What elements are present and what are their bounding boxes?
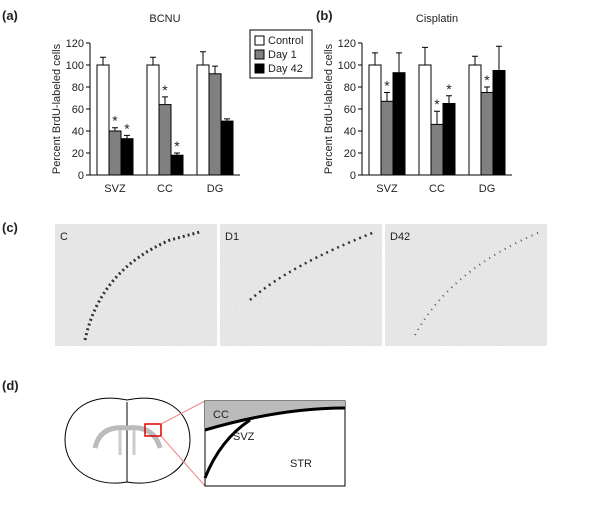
zoom-box	[144, 423, 162, 437]
x-tick-label: DG	[207, 183, 224, 195]
y-tick-label: 40	[344, 126, 356, 138]
bar	[480, 92, 494, 176]
corpus-callosum	[92, 425, 163, 449]
error-bar	[124, 134, 130, 139]
y-tick-label: 120	[66, 38, 84, 50]
cell-band	[249, 230, 376, 301]
y-axis-label: Percent BrdU-labeled cells	[323, 43, 335, 174]
zoom-line	[160, 435, 206, 487]
bar	[120, 138, 134, 176]
error-bar	[472, 55, 478, 65]
error-bar	[162, 96, 168, 105]
legend-swatch	[254, 49, 265, 60]
bar	[392, 72, 406, 176]
significance: *	[174, 138, 180, 154]
region-label: SVZ	[233, 431, 255, 443]
error-bar	[112, 127, 118, 131]
bar	[380, 100, 394, 176]
svz-line	[204, 406, 346, 432]
x-tick-label: SVZ	[376, 183, 398, 195]
texture	[55, 224, 217, 346]
significance: *	[112, 113, 118, 129]
error-bar	[396, 52, 402, 73]
error-bar	[100, 56, 106, 65]
error-bar	[372, 52, 378, 65]
chart-title: Cisplatin	[416, 13, 458, 25]
y-tick-label: 120	[338, 38, 356, 50]
texture	[385, 224, 547, 346]
bar	[96, 64, 110, 176]
error-bar	[422, 46, 428, 65]
x-tick-label: CC	[157, 183, 173, 195]
bar	[146, 64, 160, 176]
y-tick-label: 60	[344, 104, 356, 116]
zoom-line	[160, 400, 206, 425]
bar	[368, 64, 382, 176]
y-axis-label: Percent BrdU-labeled cells	[51, 43, 63, 174]
x-tick-label: SVZ	[104, 183, 126, 195]
legend-label: Day 42	[268, 63, 303, 75]
ventricle-wall	[203, 418, 251, 479]
error-bar	[496, 45, 502, 71]
diagram: CC SVZ STR	[64, 397, 346, 487]
y-tick-label: 0	[350, 170, 356, 182]
ventricle	[118, 430, 136, 455]
legend-swatch	[254, 35, 265, 46]
bar	[430, 123, 444, 176]
bar	[418, 64, 432, 176]
bar	[208, 73, 222, 176]
error-bar	[212, 65, 218, 74]
bar	[442, 103, 456, 176]
legend-label: Control	[268, 35, 303, 47]
error-bar	[224, 118, 230, 122]
error-bar	[446, 95, 452, 104]
error-bar	[434, 110, 440, 125]
panel-label: (a)	[2, 8, 18, 23]
panel-label: (b)	[316, 8, 333, 23]
legend-swatch	[254, 63, 265, 74]
bar	[492, 70, 506, 176]
cell-band	[83, 230, 201, 341]
region-label: STR	[290, 458, 312, 470]
legend-label: Day 1	[268, 49, 297, 61]
y-tick-label: 40	[72, 126, 84, 138]
region-label: CC	[213, 409, 229, 421]
micrograph-label: D42	[390, 231, 410, 243]
y-tick-label: 0	[78, 170, 84, 182]
bar	[108, 130, 122, 176]
y-tick-label: 20	[344, 148, 356, 160]
significance: *	[434, 96, 440, 112]
x-tick-label: CC	[429, 183, 445, 195]
bar	[220, 120, 234, 176]
significance: *	[446, 81, 452, 97]
micrograph-label: D1	[225, 231, 239, 243]
error-bar	[484, 86, 490, 93]
error-bar	[200, 51, 206, 65]
bar	[468, 64, 482, 176]
significance: *	[162, 82, 168, 98]
panel-label: (c)	[2, 220, 18, 235]
chart-title: BCNU	[149, 13, 180, 25]
x-tick-label: DG	[479, 183, 496, 195]
panel-label: (d)	[2, 378, 19, 393]
error-bar	[150, 56, 156, 65]
y-tick-label: 100	[66, 60, 84, 72]
significance: *	[484, 72, 490, 88]
significance: *	[384, 78, 390, 94]
significance: *	[124, 120, 130, 136]
micrograph-label: C	[60, 231, 68, 243]
bar	[170, 154, 184, 176]
error-bar	[384, 92, 390, 102]
y-tick-label: 20	[72, 148, 84, 160]
micrographs: C D1 D42	[55, 224, 547, 346]
bar	[158, 104, 172, 176]
error-bar	[174, 152, 180, 156]
bar	[196, 64, 210, 176]
y-tick-label: 80	[344, 82, 356, 94]
texture	[220, 224, 382, 346]
y-tick-label: 60	[72, 104, 84, 116]
y-tick-label: 100	[338, 60, 356, 72]
y-tick-label: 80	[72, 82, 84, 94]
